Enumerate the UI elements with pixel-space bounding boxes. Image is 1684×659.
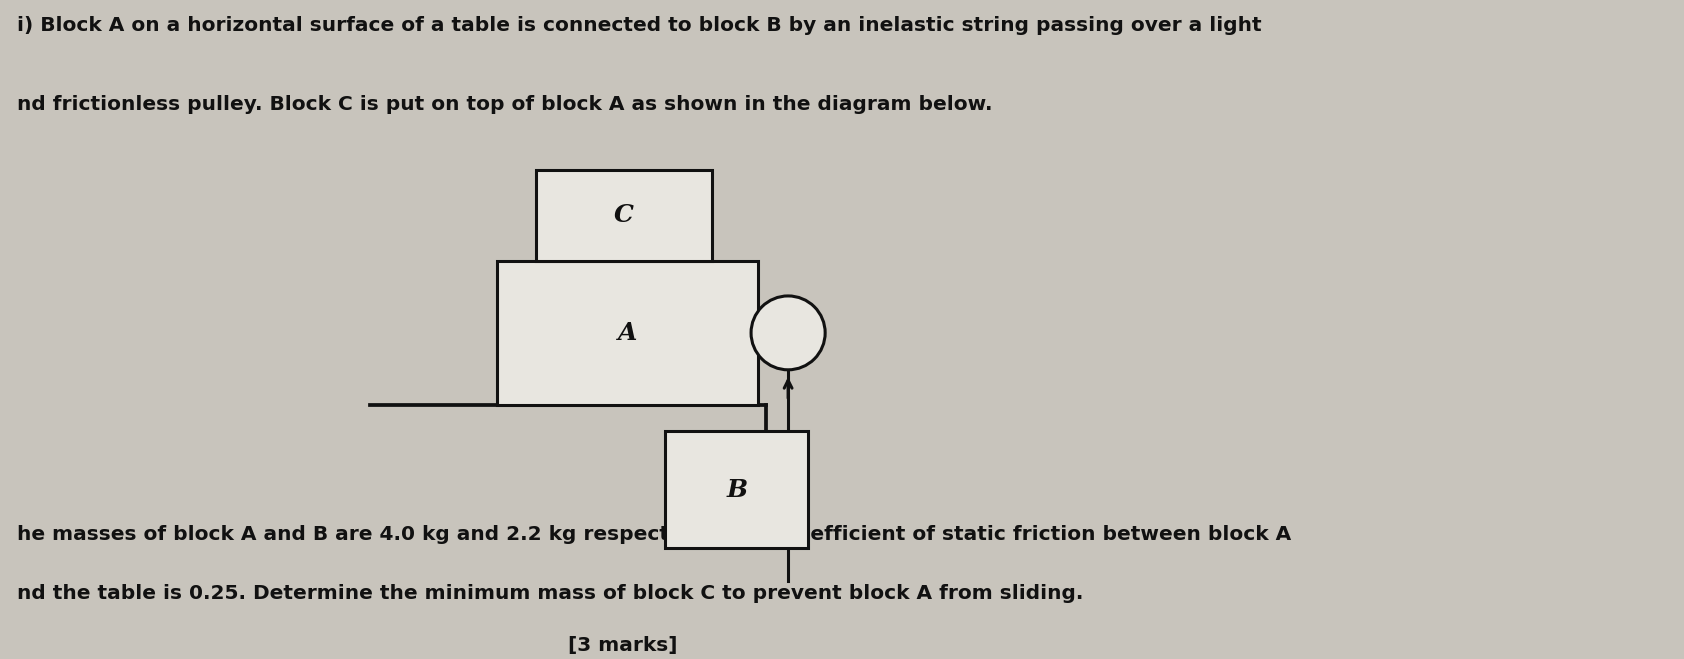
Bar	[665, 431, 808, 548]
Bar	[497, 261, 758, 405]
Text: nd the table is 0.25. Determine the minimum mass of block C to prevent block A f: nd the table is 0.25. Determine the mini…	[17, 584, 1083, 603]
Ellipse shape	[751, 296, 825, 370]
Text: [3 marks]: [3 marks]	[568, 637, 679, 655]
Text: A: A	[618, 321, 637, 345]
Bar	[536, 170, 712, 261]
Text: C: C	[615, 204, 633, 227]
Text: i) Block A on a horizontal surface of a table is connected to block B by an inel: i) Block A on a horizontal surface of a …	[17, 16, 1261, 36]
Text: nd frictionless pulley. Block C is put on top of block A as shown in the diagram: nd frictionless pulley. Block C is put o…	[17, 95, 992, 113]
Text: he masses of block A and B are 4.0 kg and 2.2 kg respectively. The coefficient o: he masses of block A and B are 4.0 kg an…	[17, 525, 1292, 544]
Text: B: B	[726, 478, 748, 501]
